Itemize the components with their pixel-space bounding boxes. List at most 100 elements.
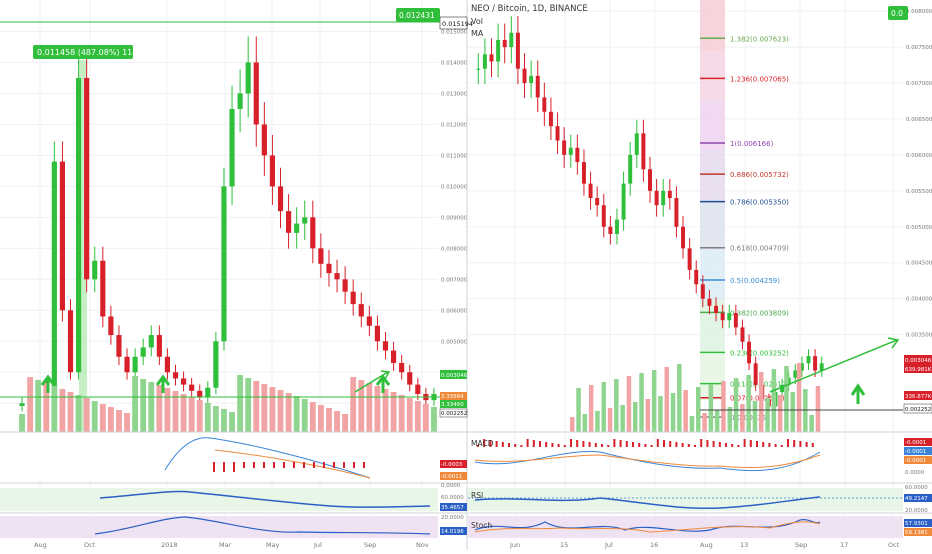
left-candle-body <box>100 260 106 317</box>
right-macd-histogram-bar <box>557 444 560 447</box>
right-macd-histogram-bar <box>675 442 678 447</box>
left-candle-body <box>334 273 340 280</box>
right-macd-histogram-bar <box>563 445 566 447</box>
right-volume-bar <box>677 364 682 432</box>
left-volume-bar <box>43 383 50 432</box>
right-x-tick-label: Jul <box>604 541 613 549</box>
right-volume-bar <box>576 388 581 432</box>
left-candle-body <box>294 223 300 233</box>
right-candle-body <box>733 313 738 328</box>
right-candle-body <box>799 363 804 371</box>
left-volume-bar <box>132 376 139 432</box>
left-last-badge: 0.002252 <box>441 411 467 417</box>
right-candle-body <box>707 298 712 306</box>
left-volume-bar <box>342 414 349 432</box>
right-signal-line <box>474 454 821 469</box>
right-macd-histogram-bar <box>731 444 734 447</box>
right-macd-histogram-bar <box>749 440 752 447</box>
right-candle-body <box>694 269 699 285</box>
fib-level-label: 0.07(0.002621) <box>730 395 785 403</box>
left-candle-body <box>116 335 122 357</box>
left-volume-bar <box>116 410 122 432</box>
right-macd-histogram-bar <box>570 439 572 447</box>
fib-band-segment <box>700 200 725 250</box>
right-candle-body <box>575 147 580 163</box>
left-candle-body <box>84 77 90 280</box>
right-candle-body <box>714 305 719 314</box>
right-macd-histogram-bar <box>632 442 634 447</box>
right-rsi-top: 60.0000 <box>905 485 928 491</box>
right-volume-bar <box>771 369 777 432</box>
right-volume-bar <box>664 367 669 432</box>
right-volume-bar <box>658 396 663 432</box>
right-volume-bar <box>796 363 802 432</box>
up-arrow-icon <box>155 374 171 393</box>
right-volume-bar <box>670 393 676 432</box>
macd-label: MACD <box>471 439 494 448</box>
left-macd-histogram-bar <box>363 462 365 468</box>
left-x-tick-label: Oct <box>84 541 96 549</box>
right-candle-body <box>819 363 824 371</box>
left-candle-body <box>164 356 171 373</box>
fib-level-label: 1.236(0.007065) <box>730 75 789 83</box>
right-macd-histogram-bar <box>638 443 641 447</box>
left-volume-bar <box>99 404 106 432</box>
right-price-badge: 0.003046 <box>905 358 932 364</box>
fib-level-label: 1.382(0.007623) <box>730 35 789 43</box>
measure-badge-text: 0.011458 (487.08%) 11458 <box>37 48 148 57</box>
left-y-tick-label: 0.012000 <box>441 122 468 128</box>
left-price-pane[interactable] <box>0 0 467 540</box>
left-candle-body <box>261 124 267 156</box>
left-candle-body <box>374 325 381 342</box>
right-volume-bar <box>639 373 644 432</box>
right-macd-histogram-bar <box>607 445 610 447</box>
right-stoch-k-line <box>474 519 821 532</box>
fib-level-label: 0.382(0.003809) <box>730 309 789 317</box>
left-y-tick-label: 0.014000 <box>441 60 468 66</box>
left-top-badge-text: 0.015194 <box>442 20 473 28</box>
right-rsi-bottom: 20.0000 <box>905 508 928 514</box>
left-indicator-badges: -0.0003 -0.0011 0.0000 60.0000 35.4657 2… <box>440 460 467 535</box>
right-macd-histogram-bar <box>737 445 740 447</box>
left-x-tick-label: Mar <box>219 541 232 549</box>
right-macd-histogram-bar <box>520 445 523 447</box>
left-volume-bar <box>172 391 179 432</box>
fib-level-label: 0.786(0.005350) <box>730 199 789 207</box>
left-signal-line <box>214 449 371 479</box>
left-candle-body <box>148 335 154 348</box>
right-volume-bar <box>815 386 821 432</box>
left-macd-line <box>164 437 371 479</box>
left-candle-body <box>75 77 82 373</box>
left-macd-histogram-bar <box>323 462 325 468</box>
left-volume-bar <box>83 398 90 432</box>
right-vol-badge: 639.981K <box>905 367 932 373</box>
right-volume-bar <box>683 390 688 432</box>
right-volume-bar <box>601 382 606 432</box>
right-macd-histogram-bar <box>706 440 709 447</box>
right-volume-bar <box>714 410 720 432</box>
left-volume-bar <box>59 389 66 432</box>
up-arrow-icon <box>375 374 391 393</box>
right-macd-histogram-bar <box>551 443 554 447</box>
right-macd-histogram-bar <box>799 441 802 447</box>
right-volume-bar <box>777 395 783 432</box>
right-macd-badge3: -0.0001 <box>905 458 926 464</box>
left-volume-bar <box>285 393 292 432</box>
right-candle-body <box>681 226 685 249</box>
left-candle-body <box>415 384 421 394</box>
right-macd-histogram-bar <box>780 445 783 447</box>
left-volume-bar <box>406 398 413 432</box>
right-macd-histogram-bar <box>756 441 758 447</box>
left-macd-histogram-bar <box>243 462 245 468</box>
left-volume-bar <box>366 383 373 432</box>
left-volume-bar <box>148 382 155 432</box>
right-y-tick-label: 0.007000 <box>906 81 932 87</box>
left-candle-body <box>67 310 74 373</box>
right-x-tick-label: Jun <box>509 541 520 549</box>
right-macd-histogram-bar <box>805 442 808 447</box>
right-candle-body <box>581 162 586 184</box>
left-axis-badges: 0.003046 3.33564 3.33460 0.002252 <box>439 370 468 418</box>
right-price-pane[interactable]: 1.382(0.007623) 1.236(0.007065) 1(0.006166… <box>468 0 932 540</box>
left-volume-bar <box>374 386 381 432</box>
